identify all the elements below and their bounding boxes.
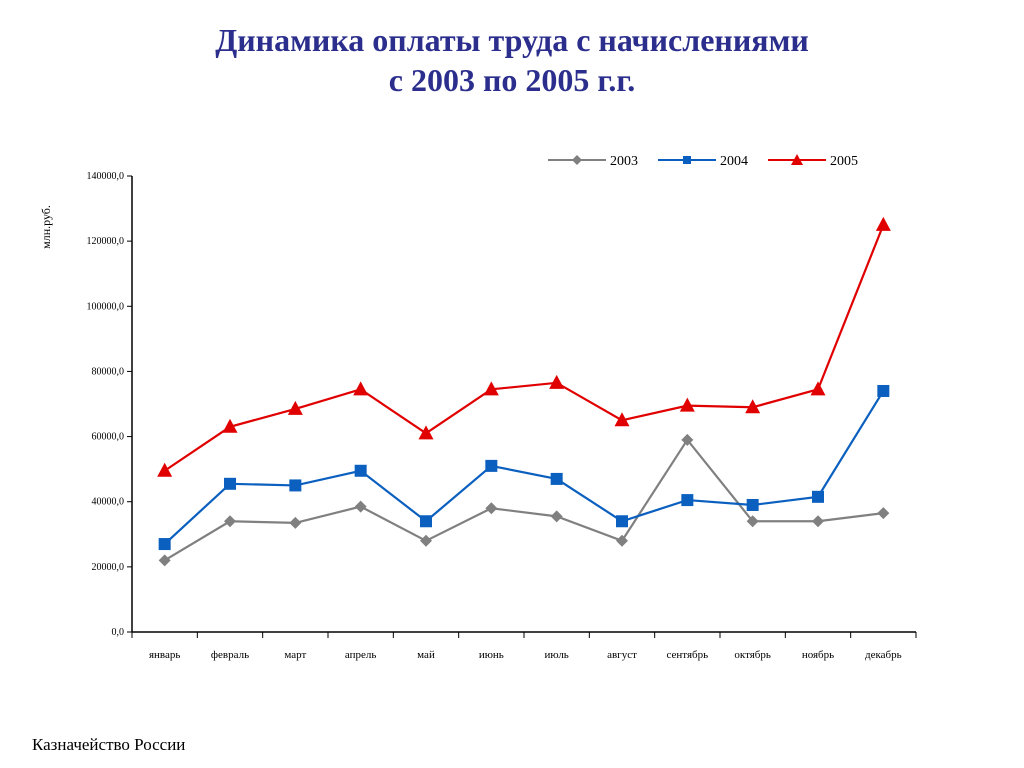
x-tick-label: декабрь: [865, 649, 902, 661]
x-tick-label: январь: [149, 649, 180, 661]
legend-label: 2005: [830, 154, 858, 169]
data-point: [810, 381, 826, 396]
legend-label: 2003: [610, 154, 638, 169]
data-point: [289, 516, 302, 529]
series-line: [164, 437, 884, 562]
data-point: [158, 554, 171, 567]
data-point: [877, 384, 890, 397]
y-tick-label: 60000,0: [92, 432, 125, 443]
series-2004: [158, 384, 890, 551]
data-point: [812, 490, 824, 503]
legend-marker: [683, 156, 691, 164]
x-tick-label: февраль: [211, 649, 249, 661]
data-point: [485, 502, 498, 515]
y-tick-label: 100000,0: [87, 301, 125, 312]
y-tick-label: 0,0: [112, 627, 125, 638]
data-point: [550, 510, 563, 523]
data-point: [614, 412, 630, 427]
legend-item: 2005: [768, 154, 858, 169]
x-tick-label: октябрь: [734, 649, 771, 661]
data-point: [353, 381, 369, 396]
x-tick-label: ноябрь: [802, 649, 834, 661]
data-point: [224, 477, 236, 490]
data-point: [746, 515, 759, 528]
y-tick-label: 20000,0: [92, 562, 125, 573]
data-point: [354, 500, 367, 513]
series-line: [163, 390, 885, 545]
data-point: [418, 425, 434, 440]
series-line: [164, 224, 885, 472]
data-point: [745, 399, 761, 414]
data-point: [289, 479, 302, 492]
data-point: [224, 515, 236, 528]
data-point: [616, 534, 628, 547]
legend-marker: [572, 155, 582, 165]
legend-item: 2004: [658, 154, 748, 169]
data-point: [287, 400, 303, 415]
y-tick-label: 80000,0: [92, 366, 125, 377]
data-point: [616, 515, 628, 528]
data-point: [875, 216, 891, 231]
data-point: [420, 515, 432, 528]
legend-item: 2003: [548, 154, 638, 169]
legend: 2003 2004 2005: [548, 154, 858, 169]
data-point: [485, 459, 498, 472]
data-point: [877, 507, 890, 520]
y-tick-label: 140000,0: [87, 171, 125, 182]
data-point: [158, 538, 171, 551]
x-tick-label: август: [607, 649, 637, 661]
x-tick-label: сентябрь: [667, 649, 709, 661]
data-point: [681, 494, 694, 507]
data-point: [157, 462, 173, 477]
legend-marker: [791, 154, 803, 165]
data-point: [679, 397, 695, 412]
x-tick-label: апрель: [345, 649, 377, 661]
data-point: [550, 472, 563, 485]
page-title: Динамика оплаты труда с начислениями с 2…: [0, 20, 1024, 100]
data-point: [483, 381, 499, 396]
data-point: [222, 418, 238, 433]
series-2003: [158, 433, 890, 567]
series-2005: [157, 216, 891, 477]
data-point: [420, 534, 432, 547]
y-axis-label: млн.руб.: [39, 205, 53, 249]
x-tick-label: март: [284, 649, 306, 661]
x-tick-label: май: [417, 649, 435, 661]
x-tick-label: июль: [544, 649, 568, 661]
data-point: [681, 433, 694, 446]
data-point: [354, 464, 367, 477]
legend-label: 2004: [720, 154, 748, 169]
x-tick-label: июнь: [479, 649, 504, 661]
data-point: [549, 374, 565, 389]
title-line-1: Динамика оплаты труда с начислениями: [215, 22, 809, 58]
data-point: [746, 498, 759, 511]
footer-org: Казначейство России: [32, 735, 186, 754]
y-tick-label: 40000,0: [92, 497, 125, 508]
title-line-2: с 2003 по 2005 г.г.: [388, 62, 636, 98]
y-tick-label: 120000,0: [87, 236, 125, 247]
data-point: [812, 515, 824, 528]
